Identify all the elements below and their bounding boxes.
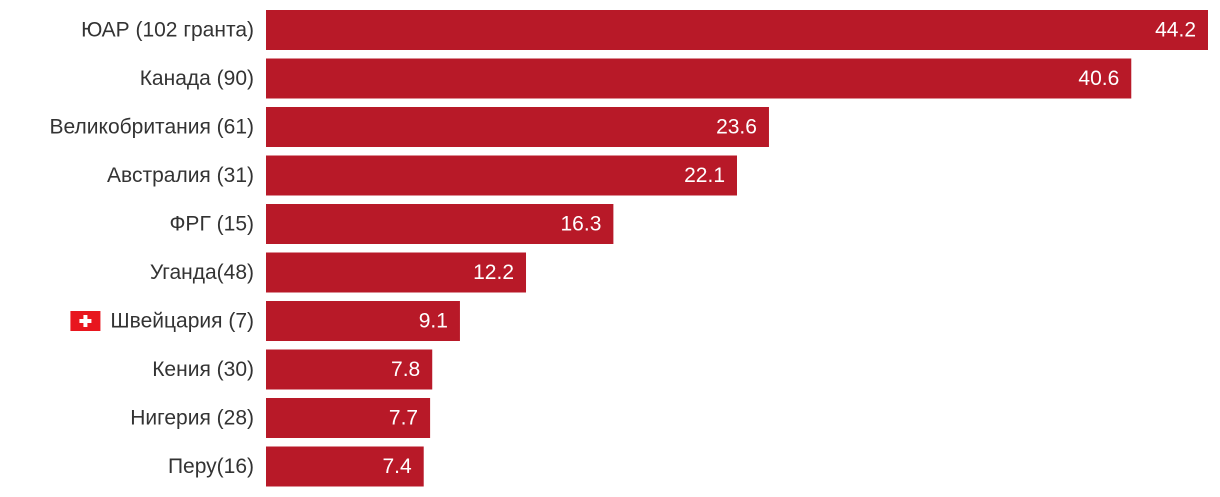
category-label: Перу(16) [168,455,254,478]
category-label: Уганда(48) [150,261,254,284]
bar-row: 40.6 Канада (90) [140,58,1132,99]
bar [266,252,527,293]
bar-value-label: 16.3 [561,213,602,236]
category-label: Швейцария (7) [110,310,254,333]
bar-value-label: 7.4 [383,455,413,478]
category-label: Великобритания (61) [50,116,254,139]
bar [266,301,460,341]
category-label: Канада (90) [140,67,254,90]
bar-row: 12.2 Уганда(48) [150,252,527,293]
bar [266,107,769,147]
bar-value-label: 22.1 [684,164,725,187]
category-label: ФРГ (15) [169,213,254,236]
flag-cross-vertical [83,315,88,327]
category-label: Кения (30) [152,358,254,381]
bar-value-label: 40.6 [1078,67,1119,90]
bar [266,446,424,487]
category-label: Австралия (31) [107,164,254,187]
bar [266,58,1132,99]
bar [266,398,431,438]
category-label: Нигерия (28) [130,407,254,430]
bar [266,155,737,196]
category-label: ЮАР (102 гранта) [81,19,254,42]
bar-row: 44.2 ЮАР (102 гранта) [81,10,1208,50]
bar-row: 23.6 Великобритания (61) [50,107,769,147]
bar-row: 16.3 ФРГ (15) [169,204,614,244]
bar [266,349,433,390]
bar-row: 7.7 Нигерия (28) [130,398,431,438]
bar-row: 22.1 Австралия (31) [107,155,737,196]
bar-row: 7.8 Кения (30) [152,349,433,390]
bar-value-label: 23.6 [716,116,757,139]
bar-row: 7.4 Перу(16) [168,446,424,487]
bar-value-label: 7.8 [391,358,420,381]
bar-value-label: 12.2 [473,261,514,284]
swiss-flag-icon [70,311,101,331]
bar-value-label: 7.7 [389,407,418,430]
bar-value-label: 9.1 [419,310,448,333]
bar [266,204,614,244]
bar-value-label: 44.2 [1155,19,1196,42]
bar-row: 9.1 Швейцария (7) [110,301,460,341]
bar [266,10,1208,50]
